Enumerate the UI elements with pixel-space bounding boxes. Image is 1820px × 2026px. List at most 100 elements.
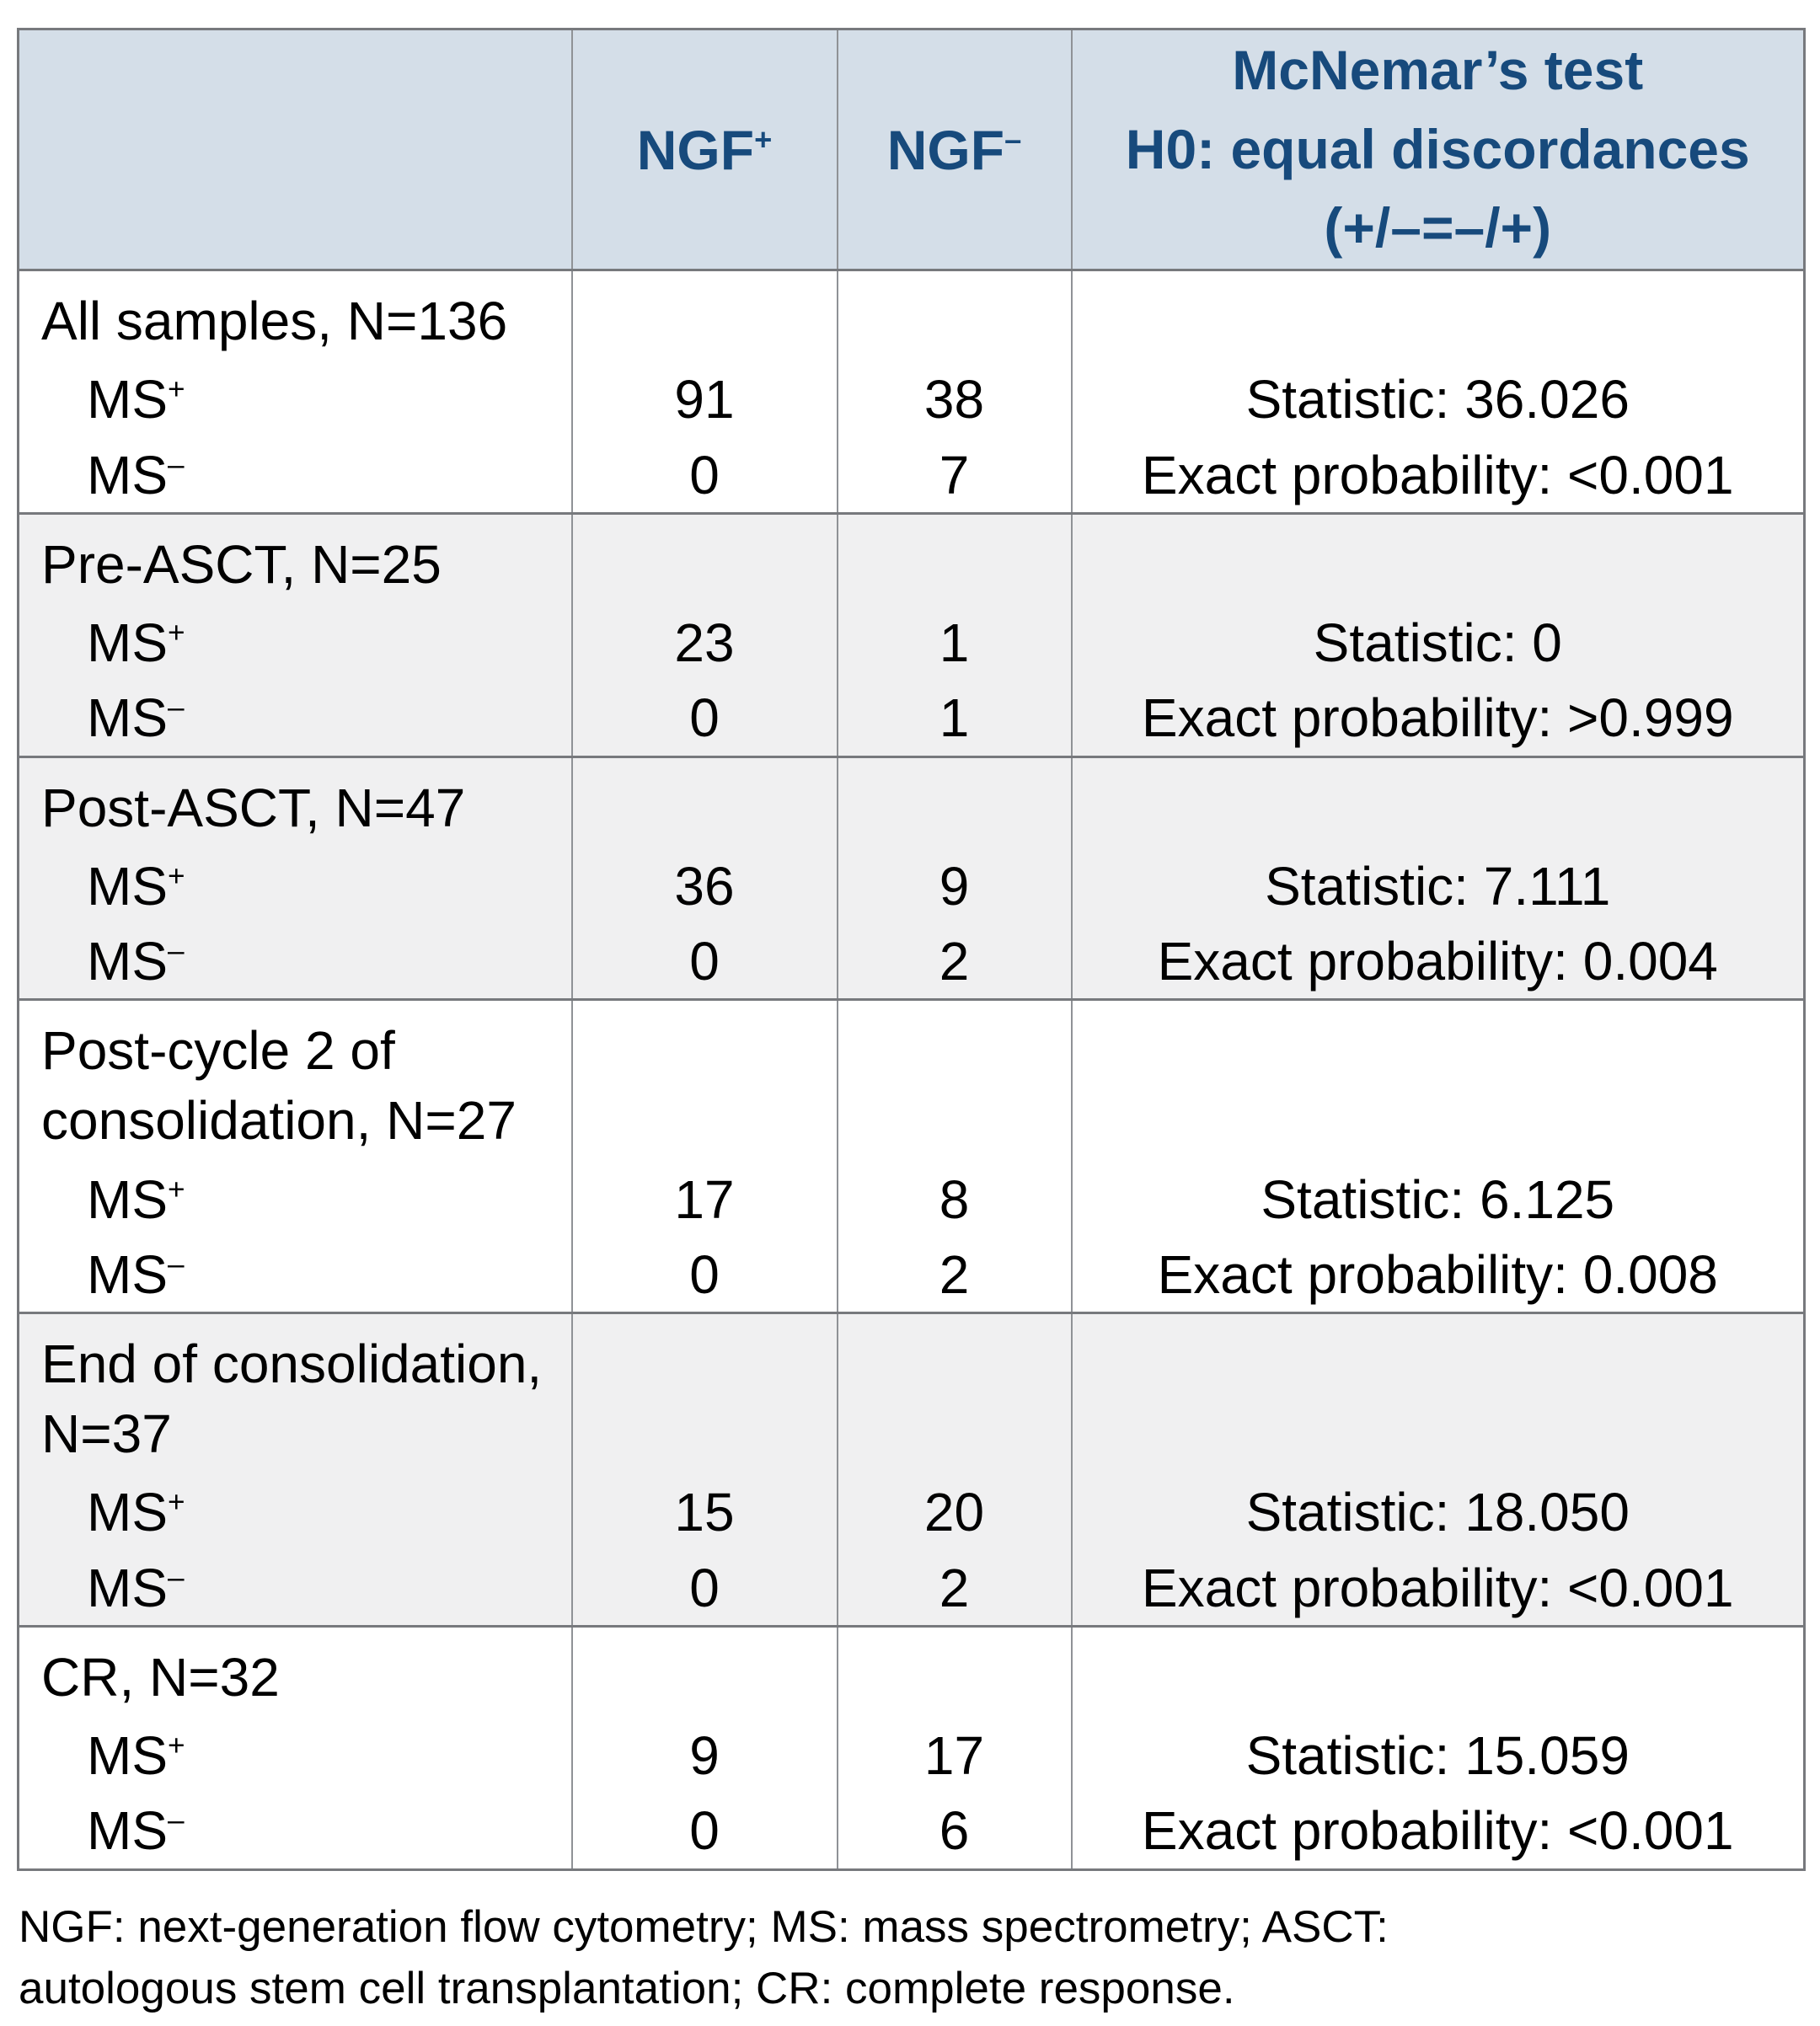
row-label-base: MS: [87, 687, 168, 749]
empty-ngf-pos-cell: [570, 511, 838, 606]
group-title-row: Post-ASCT, N=47: [18, 755, 1805, 848]
row-label-base: MS: [87, 930, 168, 992]
ngf-positive-value: 0: [570, 681, 838, 757]
group-title: All samples, N=136: [18, 269, 572, 362]
row-label-sup: –: [168, 1248, 185, 1281]
group-title-row: Pre-ASCT, N=25: [18, 511, 1805, 606]
group-title: CR, N=32: [18, 1624, 572, 1719]
row-label-sup: +: [168, 616, 185, 649]
empty-ngf-neg-cell: [836, 269, 1072, 362]
empty-ngf-neg-cell: [836, 755, 1072, 848]
row-label-base: MS: [87, 444, 168, 505]
row-label: MS–: [18, 437, 572, 514]
column-header-ngf-negative: NGF–: [836, 29, 1072, 272]
row-label-base: MS: [87, 855, 168, 917]
mcnemar-stat-line: Exact probability: <0.001: [1070, 1793, 1805, 1870]
row-label: MS–: [18, 923, 572, 1000]
row-label-base: MS: [87, 1800, 168, 1862]
ngf-positive-value: 91: [570, 361, 838, 438]
empty-ngf-pos-cell: [570, 998, 838, 1162]
ngf-neg-label: NGF: [886, 118, 1005, 181]
ms-data-row: MS+ 17 8 Statistic: 6.125: [18, 1161, 1805, 1238]
ngf-negative-value: 2: [836, 1237, 1072, 1313]
row-label-base: MS: [87, 1243, 168, 1305]
ngf-positive-value: 36: [570, 847, 838, 924]
ms-data-row: MS+ 23 1 Statistic: 0: [18, 605, 1805, 682]
row-label: MS–: [18, 1237, 572, 1313]
empty-ngf-neg-cell: [836, 511, 1072, 606]
mcnemar-stat-line: Statistic: 0: [1070, 605, 1805, 682]
empty-ngf-pos-cell: [570, 1312, 838, 1475]
ms-data-row: MS– 0 6 Exact probability: <0.001: [18, 1793, 1805, 1870]
results-table: NGF + NGF– McNemar’s test H0: equal disco…: [17, 28, 1806, 1871]
ngf-negative-value: 2: [836, 923, 1072, 1000]
ms-data-row: MS+ 9 17 Statistic: 15.059: [18, 1718, 1805, 1794]
mcnemar-stat-line: Statistic: 15.059: [1070, 1718, 1805, 1794]
empty-ngf-neg-cell: [836, 998, 1072, 1162]
mcnemar-stat-line: Exact probability: 0.008: [1070, 1237, 1805, 1313]
ms-data-row: MS+ 91 38 Statistic: 36.026: [18, 361, 1805, 438]
ngf-negative-value: 1: [836, 681, 1072, 757]
empty-ngf-pos-cell: [570, 1624, 838, 1719]
row-label-base: MS: [87, 1725, 168, 1787]
empty-ngf-neg-cell: [836, 1624, 1072, 1719]
empty-stat-cell: [1070, 269, 1805, 362]
ngf-negative-value: 8: [836, 1161, 1072, 1238]
row-label: MS+: [18, 1474, 572, 1551]
ngf-neg-sup: –: [1004, 121, 1022, 157]
row-label-base: MS: [87, 1557, 168, 1618]
group-title-row: All samples, N=136: [18, 269, 1805, 362]
mcnemar-stat-line: Statistic: 18.050: [1070, 1474, 1805, 1551]
row-label: MS+: [18, 847, 572, 924]
row-label-sup: –: [168, 1561, 185, 1595]
corner-header-cell: [18, 29, 572, 272]
group-title: Post-ASCT, N=47: [18, 755, 572, 848]
row-label-base: MS: [87, 1168, 168, 1230]
mcnemar-stat-line: Statistic: 7.111: [1070, 847, 1805, 924]
row-label-sup: +: [168, 859, 185, 893]
ngf-negative-value: 1: [836, 605, 1072, 682]
row-label: MS–: [18, 1793, 572, 1870]
ngf-positive-value: 9: [570, 1718, 838, 1794]
empty-ngf-pos-cell: [570, 269, 838, 362]
ngf-positive-value: 0: [570, 1550, 838, 1627]
footnote-line2: autologous stem cell transplantation; CR…: [19, 1963, 1235, 2013]
row-label-sup: +: [168, 1486, 185, 1520]
table-header: NGF + NGF– McNemar’s test H0: equal disco…: [18, 29, 1805, 272]
group-title-row: Post-cycle 2 of consolidation, N=27: [18, 998, 1805, 1162]
ngf-negative-value: 17: [836, 1718, 1072, 1794]
ngf-positive-value: 0: [570, 923, 838, 1000]
mcnemar-stat-line: Statistic: 6.125: [1070, 1161, 1805, 1238]
ngf-pos-sup: +: [754, 121, 773, 157]
mcnemar-header-line2: H0: equal discordances: [1125, 117, 1750, 180]
group-title-row: End of consolidation, N=37: [18, 1312, 1805, 1475]
ngf-positive-value: 17: [570, 1161, 838, 1238]
table-body: All samples, N=136 MS+ 91 38 Statistic: 36.0…: [18, 269, 1805, 1870]
row-label-sup: –: [168, 448, 185, 482]
empty-stat-cell: [1070, 1624, 1805, 1719]
ngf-positive-value: 0: [570, 1793, 838, 1870]
row-label-sup: +: [168, 1729, 185, 1762]
mcnemar-stat-line: Statistic: 36.026: [1070, 361, 1805, 438]
mcnemar-header-line1: McNemar’s test: [1232, 39, 1644, 101]
row-label-sup: –: [168, 934, 185, 968]
ngf-positive-value: 15: [570, 1474, 838, 1551]
ngf-negative-value: 6: [836, 1793, 1072, 1870]
ngf-negative-value: 9: [836, 847, 1072, 924]
row-label: MS+: [18, 1161, 572, 1238]
ms-data-row: MS– 0 1 Exact probability: >0.999: [18, 681, 1805, 757]
row-label-sup: –: [168, 1804, 185, 1838]
row-label-base: MS: [87, 612, 168, 674]
ms-data-row: MS– 0 7 Exact probability: <0.001: [18, 437, 1805, 514]
empty-stat-cell: [1070, 511, 1805, 606]
row-label-base: MS: [87, 369, 168, 430]
ngf-negative-value: 20: [836, 1474, 1072, 1551]
group-title: Pre-ASCT, N=25: [18, 511, 572, 606]
column-header-mcnemar: McNemar’s test H0: equal discordances (+…: [1070, 29, 1805, 272]
empty-stat-cell: [1070, 998, 1805, 1162]
ngf-positive-value: 0: [570, 437, 838, 514]
row-label-sup: +: [168, 1173, 185, 1206]
empty-ngf-neg-cell: [836, 1312, 1072, 1475]
mcnemar-stat-line: Exact probability: <0.001: [1070, 1550, 1805, 1627]
